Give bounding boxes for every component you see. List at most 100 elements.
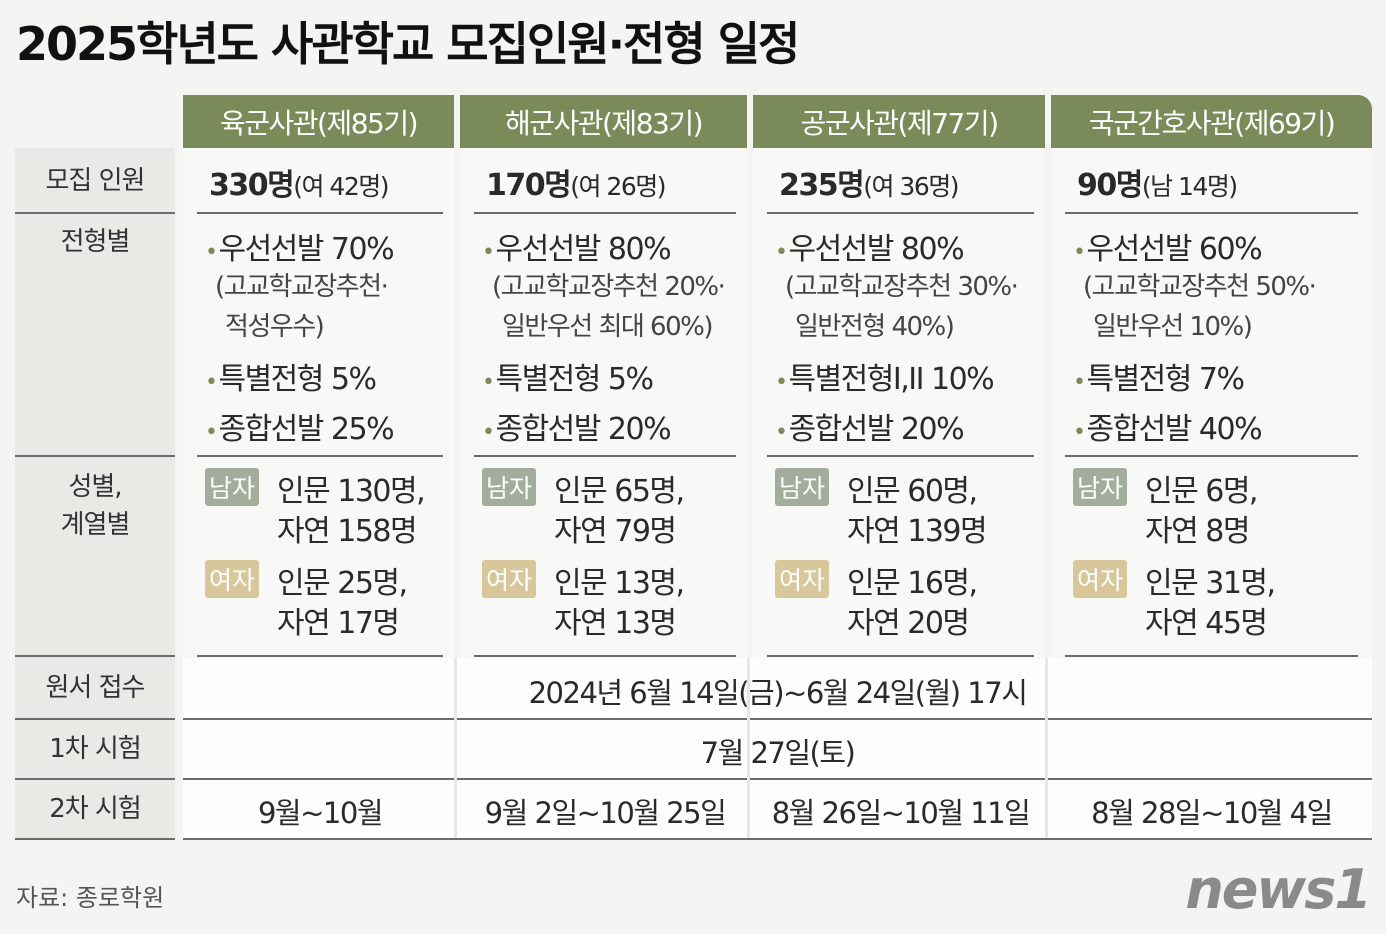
quota: 330명(여 42명) — [209, 160, 389, 204]
quota-value: 235명 — [779, 168, 865, 203]
quota-value: 330명 — [209, 168, 295, 203]
column-header: 육군사관(제85기) — [183, 95, 454, 148]
row-rule — [767, 655, 1034, 657]
row-rule — [1065, 655, 1358, 657]
schedule-area — [183, 658, 1372, 838]
gender-count: 인문 65명, — [554, 474, 685, 509]
row-label: 2차 시험 — [49, 794, 142, 824]
quota: 170명(여 26명) — [486, 160, 666, 204]
quota-note: (남 14명) — [1141, 172, 1238, 201]
row-rule — [15, 212, 175, 214]
row-rule — [767, 212, 1034, 214]
gender-count: 자연 45명 — [1145, 606, 1268, 641]
gender-count: 인문 13명, — [554, 566, 685, 601]
row-rule — [15, 655, 175, 657]
row-rule — [474, 455, 736, 457]
column-divider — [454, 658, 457, 838]
selection-item: 종합선발 20% — [775, 404, 964, 448]
selection-item: 우선선발 80% — [775, 224, 964, 268]
gender-count: 인문 130명, — [277, 474, 426, 509]
row-rule — [15, 455, 175, 457]
selection-item: 특별전형 5% — [205, 354, 377, 398]
selection-item: 종합선발 20% — [482, 404, 671, 448]
gender-tag: 남자 — [205, 468, 260, 506]
gender-count: 자연 20명 — [847, 606, 970, 641]
gender-tag: 여자 — [205, 560, 260, 598]
column-header: 공군사관(제77기) — [753, 95, 1045, 148]
gender-tag: 남자 — [1073, 468, 1128, 506]
quota: 90명(남 14명) — [1077, 160, 1238, 204]
selection-item: 특별전형 7% — [1073, 354, 1245, 398]
row-rule — [767, 455, 1034, 457]
gender-tag: 남자 — [482, 468, 537, 506]
logo: news1 — [1185, 858, 1372, 921]
second-exam: 9월~10월 — [257, 796, 384, 830]
gender-tag: 여자 — [482, 560, 537, 598]
row-rule — [1065, 455, 1358, 457]
row-rule — [15, 778, 175, 780]
selection-note: 일반전형 40%) — [795, 312, 955, 342]
column-header: 해군사관(제83기) — [460, 95, 747, 148]
row-label: 전형별 — [60, 227, 131, 257]
row-rule — [197, 655, 443, 657]
selection-item: 우선선발 60% — [1073, 224, 1262, 268]
quota-value: 90명 — [1077, 168, 1143, 203]
gender-tag: 남자 — [775, 468, 830, 506]
row-rule — [183, 838, 1372, 840]
gender-count: 자연 139명 — [847, 514, 988, 549]
selection-note: 일반우선 10%) — [1093, 312, 1253, 342]
row-rule — [15, 838, 175, 840]
selection-item: 종합선발 40% — [1073, 404, 1262, 448]
gender-count: 자연 158명 — [277, 514, 418, 549]
second-exam: 9월 2일~10월 25일 — [484, 796, 727, 830]
source: 자료: 종로학원 — [16, 884, 165, 912]
gender-count: 인문 16명, — [847, 566, 978, 601]
row-label: 1차 시험 — [49, 734, 142, 764]
gender-count: 자연 79명 — [554, 514, 677, 549]
row-rule — [197, 455, 443, 457]
selection-note: (고교학교장추천 20%· — [492, 272, 726, 302]
gender-count: 자연 13명 — [554, 606, 677, 641]
selection-item: 우선선발 80% — [482, 224, 671, 268]
gender-tag: 여자 — [775, 560, 830, 598]
gender-count: 인문 31명, — [1145, 566, 1276, 601]
selection-note: (고교학교장추천 50%· — [1083, 272, 1317, 302]
schedule-text: 7월 27일(토) — [700, 736, 856, 770]
gender-count: 인문 25명, — [277, 566, 408, 601]
row-label: 계열별 — [60, 510, 131, 540]
label-column — [15, 148, 175, 838]
row-rule — [474, 655, 736, 657]
gender-tag: 여자 — [1073, 560, 1128, 598]
column-header: 국군간호사관(제69기) — [1051, 95, 1372, 148]
row-rule — [183, 718, 1372, 720]
second-exam: 8월 26일~10월 11일 — [771, 796, 1031, 830]
row-label: 성별, — [68, 472, 122, 502]
selection-item: 우선선발 70% — [205, 224, 394, 268]
row-rule — [183, 778, 1372, 780]
selection-item: 특별전형I,II 10% — [775, 354, 994, 398]
selection-item: 종합선발 25% — [205, 404, 394, 448]
quota-value: 170명 — [486, 168, 572, 203]
schedule-text: 2024년 6월 14일(금)~6월 24일(월) 17시 — [528, 676, 1028, 710]
row-rule — [197, 212, 443, 214]
column-divider — [1045, 658, 1048, 838]
selection-note: (고교학교장추천· — [215, 272, 389, 302]
gender-count: 인문 60명, — [847, 474, 978, 509]
selection-note: 일반우선 최대 60%) — [502, 312, 713, 342]
quota-note: (여 42명) — [293, 172, 389, 201]
selection-note: (고교학교장추천 30%· — [785, 272, 1019, 302]
row-rule — [15, 718, 175, 720]
quota-note: (여 26명) — [570, 172, 666, 201]
gender-count: 인문 6명, — [1145, 474, 1258, 509]
gender-count: 자연 17명 — [277, 606, 400, 641]
row-label: 원서 접수 — [45, 673, 146, 703]
gender-count: 자연 8명 — [1145, 514, 1250, 549]
column-divider — [747, 658, 750, 838]
quota: 235명(여 36명) — [779, 160, 959, 204]
selection-note: 적성우수) — [225, 312, 325, 342]
second-exam: 8월 28일~10월 4일 — [1091, 796, 1333, 830]
row-rule — [474, 212, 736, 214]
row-rule — [1065, 212, 1358, 214]
selection-item: 특별전형 5% — [482, 354, 654, 398]
